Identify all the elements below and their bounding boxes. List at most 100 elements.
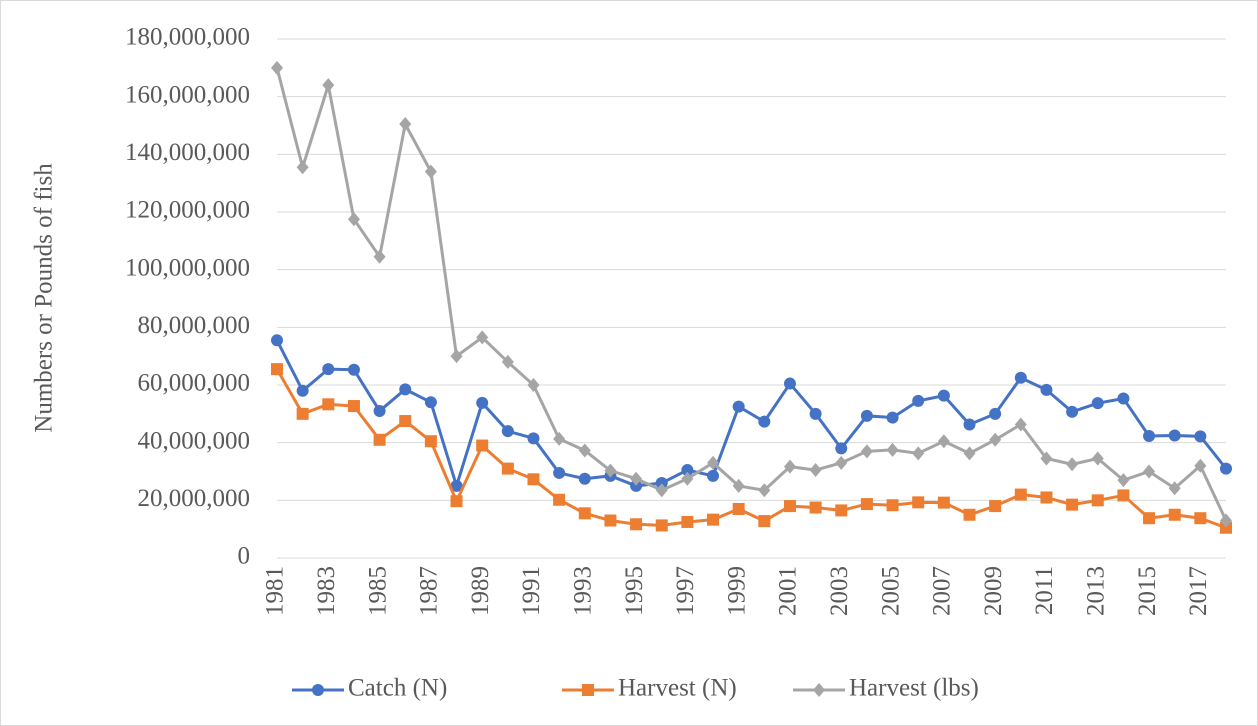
point xyxy=(655,483,668,498)
point xyxy=(1091,397,1104,410)
point xyxy=(937,389,950,402)
x-tick-label: 2005 xyxy=(877,566,904,616)
point xyxy=(1091,494,1104,507)
point xyxy=(271,60,283,75)
x-tick-label: 2003 xyxy=(826,566,853,616)
point xyxy=(1014,488,1027,501)
legend-label: Catch (N) xyxy=(348,675,447,702)
y-tick-label: 160,000,000 xyxy=(125,81,250,108)
point xyxy=(373,249,386,264)
point xyxy=(373,433,386,446)
point xyxy=(1168,481,1181,496)
point xyxy=(963,508,976,521)
point xyxy=(886,442,899,457)
x-tick-label: 1997 xyxy=(672,566,699,616)
y-axis-label: Numbers or Pounds of fish xyxy=(31,163,58,433)
point xyxy=(424,164,437,179)
point xyxy=(578,443,591,458)
point xyxy=(912,446,925,461)
x-tick-label: 2001 xyxy=(775,566,802,616)
point xyxy=(989,432,1002,447)
point xyxy=(1066,457,1079,472)
point xyxy=(312,684,324,696)
point xyxy=(1040,383,1053,396)
point xyxy=(1040,451,1053,466)
point xyxy=(501,462,514,475)
y-tick-label: 60,000,000 xyxy=(138,370,251,397)
point xyxy=(424,396,437,409)
point xyxy=(582,684,594,696)
x-tick-label: 1985 xyxy=(364,566,391,616)
point xyxy=(886,411,899,424)
point xyxy=(1014,417,1027,432)
point xyxy=(296,384,309,397)
x-tick-label: 1987 xyxy=(416,566,443,616)
point xyxy=(860,409,873,422)
y-tick-label: 120,000,000 xyxy=(125,197,250,224)
point xyxy=(424,435,437,448)
point xyxy=(912,394,925,407)
point xyxy=(578,472,591,485)
y-tick-label: 40,000,000 xyxy=(138,427,251,454)
x-tick-label: 2009 xyxy=(980,566,1007,616)
x-tick-label: 2015 xyxy=(1134,566,1161,616)
point xyxy=(501,425,514,438)
point xyxy=(1117,392,1130,405)
x-tick-label: 1993 xyxy=(570,566,597,616)
point xyxy=(783,500,796,513)
point xyxy=(527,378,540,392)
point xyxy=(476,396,489,409)
y-tick-label: 0 xyxy=(238,543,251,570)
point xyxy=(630,479,643,492)
point xyxy=(604,514,617,527)
point xyxy=(937,434,950,449)
point xyxy=(450,495,463,508)
point xyxy=(732,400,745,413)
point xyxy=(963,418,976,431)
point xyxy=(450,349,463,364)
point xyxy=(1168,508,1181,521)
point xyxy=(989,407,1002,420)
point xyxy=(1066,498,1079,511)
point xyxy=(553,466,566,479)
y-tick-label: 80,000,000 xyxy=(138,312,251,339)
point xyxy=(860,498,873,511)
point xyxy=(783,459,796,474)
point xyxy=(835,504,848,517)
point xyxy=(604,463,617,478)
point xyxy=(527,432,540,445)
point xyxy=(732,478,745,493)
point xyxy=(1117,473,1130,488)
y-tick-label: 100,000,000 xyxy=(125,254,250,281)
point xyxy=(758,483,771,498)
point xyxy=(783,377,796,390)
point xyxy=(296,160,309,175)
point xyxy=(1143,464,1156,479)
point xyxy=(347,363,360,376)
point xyxy=(809,501,822,514)
point xyxy=(681,464,694,477)
point xyxy=(1143,430,1156,443)
point xyxy=(707,455,720,470)
x-tick-label: 2007 xyxy=(929,566,956,616)
point xyxy=(399,415,412,428)
x-tick-label: 1995 xyxy=(621,566,648,616)
point xyxy=(758,415,771,428)
point xyxy=(681,471,694,486)
point xyxy=(1194,458,1207,473)
point xyxy=(271,363,283,376)
point xyxy=(347,400,360,413)
x-tick-label: 1983 xyxy=(313,566,340,616)
point xyxy=(1168,429,1181,442)
point xyxy=(476,330,489,345)
point xyxy=(655,477,668,490)
point xyxy=(813,683,825,697)
point xyxy=(758,515,771,528)
legend-label: Harvest (lbs) xyxy=(849,675,979,702)
point xyxy=(989,500,1002,513)
x-tick-label: 1981 xyxy=(262,566,289,616)
point xyxy=(809,463,822,478)
point xyxy=(271,334,283,347)
